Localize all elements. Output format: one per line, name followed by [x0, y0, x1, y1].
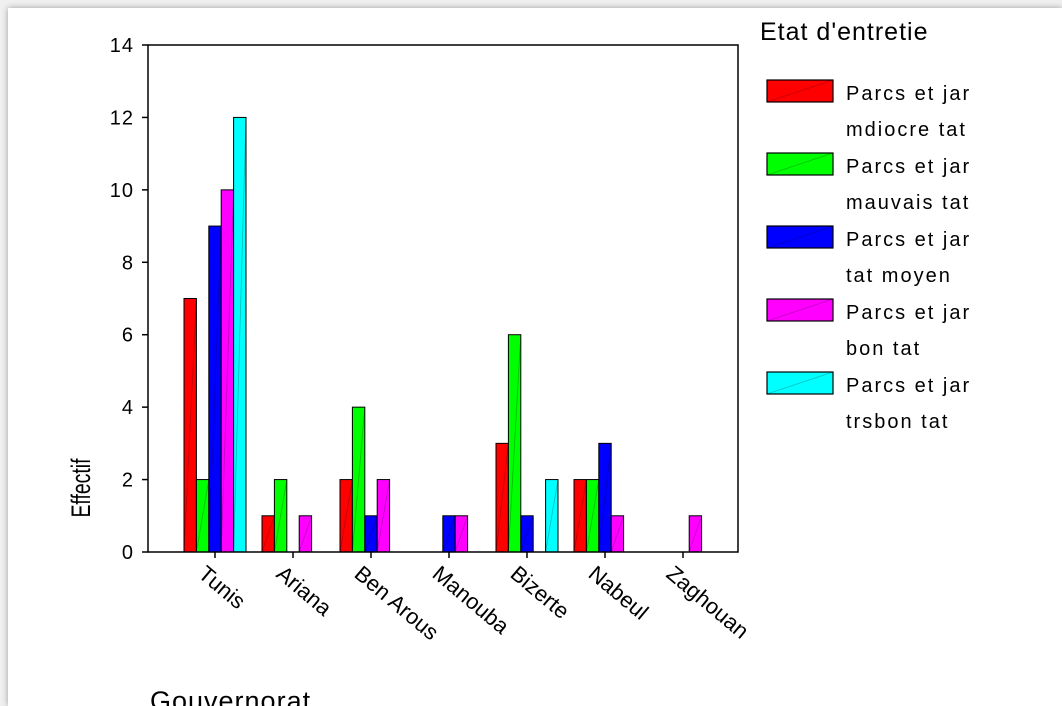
legend-entry: Parcs et jar mdiocre tat	[766, 79, 971, 141]
legend-label-line1: Parcs et jar	[846, 229, 971, 251]
bar	[298, 515, 313, 553]
legend-entry: Parcs et jar trsbon tat	[766, 371, 971, 433]
y-tick-label: 0	[122, 542, 134, 564]
legend-label-line1: Parcs et jar	[846, 302, 971, 324]
bar	[273, 479, 288, 553]
bar	[688, 515, 703, 553]
x-tick-label: Ben Arous	[350, 561, 444, 645]
legend-label-line2: mauvais tat	[846, 192, 970, 214]
legend-swatch	[766, 298, 834, 322]
bar	[261, 515, 275, 553]
y-tick-label: 6	[122, 325, 134, 347]
legend-entry: Parcs et jar tat moyen	[766, 225, 971, 287]
bar	[183, 298, 197, 553]
x-tick-label: Nabeul	[584, 561, 653, 625]
legend-swatch	[766, 79, 834, 103]
bar	[351, 406, 366, 553]
legend-label-line2: trsbon tat	[846, 411, 949, 433]
bar	[208, 225, 222, 553]
bar	[610, 515, 625, 553]
bar	[507, 334, 522, 553]
y-axis-ticks: 0 2 4 6 8 10 12 14	[110, 35, 148, 564]
bar	[454, 515, 469, 553]
y-tick-label: 4	[122, 397, 134, 419]
y-tick-label: 14	[110, 35, 134, 57]
bars	[183, 116, 703, 553]
bar	[220, 189, 235, 553]
x-tick-label: Tunis	[194, 561, 251, 614]
legend-swatch	[766, 152, 834, 176]
bar	[233, 116, 247, 553]
x-tick-label: Bizerte	[506, 561, 575, 624]
y-tick-label: 12	[110, 107, 134, 129]
bar	[195, 479, 210, 553]
legend-title: Etat d'entretie	[760, 18, 928, 46]
x-tick-label: Ariana	[272, 561, 337, 622]
x-axis-title: Gouvernorat	[150, 686, 311, 706]
legend-label-line2: tat moyen	[846, 265, 952, 287]
legend-label-line2: mdiocre tat	[846, 119, 967, 141]
bar	[339, 479, 353, 553]
legend-entry: Parcs et jar mauvais tat	[766, 152, 971, 214]
legend-label-line1: Parcs et jar	[846, 83, 971, 105]
plot-frame	[147, 44, 739, 553]
bar	[520, 515, 534, 553]
y-tick-label: 8	[122, 252, 134, 274]
legend-label-line1: Parcs et jar	[846, 156, 971, 178]
bar	[585, 479, 600, 553]
y-tick-label: 10	[110, 180, 134, 202]
legend-swatch	[766, 371, 834, 395]
legend-swatch	[766, 225, 834, 249]
bar	[545, 479, 559, 553]
legend-label-line2: bon tat	[846, 338, 921, 360]
bar	[495, 442, 509, 553]
bar	[376, 479, 391, 553]
y-axis-title: Effectif	[66, 458, 96, 517]
legend-label-line1: Parcs et jar	[846, 375, 971, 397]
bar	[442, 515, 456, 553]
bar	[598, 442, 612, 553]
legend: Parcs et jar mdiocre tat Parcs et jar mauva…	[766, 79, 971, 433]
bar	[364, 515, 378, 553]
y-tick-label: 2	[122, 470, 134, 492]
x-tick-label: Zaghouan	[662, 561, 754, 644]
bar	[573, 479, 587, 553]
legend-entry: Parcs et jar bon tat	[766, 298, 971, 360]
